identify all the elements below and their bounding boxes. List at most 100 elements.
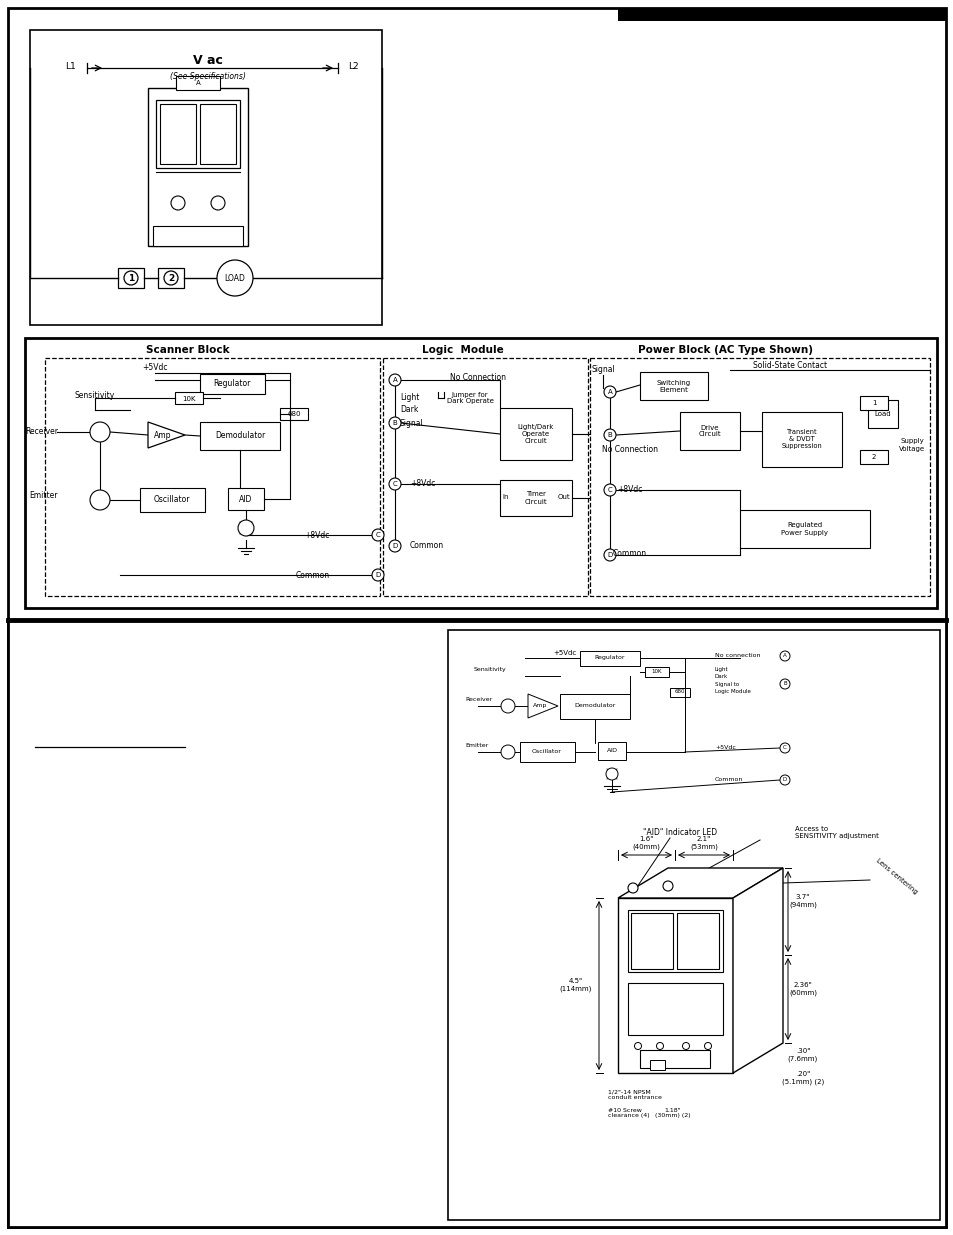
- Text: .30"
(7.6mm): .30" (7.6mm): [787, 1049, 818, 1062]
- Text: Receiver: Receiver: [464, 698, 492, 703]
- Text: Signal: Signal: [591, 366, 615, 374]
- Text: 10K: 10K: [182, 396, 195, 403]
- Circle shape: [603, 429, 616, 441]
- Circle shape: [90, 422, 110, 442]
- Circle shape: [603, 484, 616, 496]
- Circle shape: [780, 651, 789, 661]
- Text: "AID" Indicator LED: "AID" Indicator LED: [642, 829, 717, 837]
- Text: .20"
(5.1mm) (2): .20" (5.1mm) (2): [781, 1071, 823, 1084]
- Polygon shape: [732, 868, 782, 1073]
- Text: Out: Out: [557, 494, 569, 500]
- Circle shape: [780, 776, 789, 785]
- Circle shape: [603, 387, 616, 398]
- Text: Dark: Dark: [399, 405, 418, 415]
- Text: A: A: [195, 80, 200, 86]
- Text: In: In: [501, 494, 508, 500]
- Text: No Connection: No Connection: [601, 446, 658, 454]
- Text: D: D: [392, 543, 397, 550]
- Text: Signal: Signal: [399, 419, 423, 427]
- Circle shape: [662, 881, 672, 890]
- Text: +5Vdc: +5Vdc: [553, 650, 576, 656]
- Text: L2: L2: [348, 62, 358, 70]
- Text: Logic  Module: Logic Module: [421, 345, 503, 354]
- Text: 3.7"
(94mm): 3.7" (94mm): [788, 894, 816, 908]
- Text: 4.5"
(114mm): 4.5" (114mm): [559, 978, 592, 992]
- Bar: [519, 742, 575, 762]
- Circle shape: [500, 699, 515, 713]
- Text: +5Vdc: +5Vdc: [142, 363, 168, 373]
- Ellipse shape: [639, 994, 709, 1024]
- Bar: [140, 488, 205, 513]
- Circle shape: [171, 196, 185, 210]
- Bar: [639, 372, 707, 400]
- Text: Load: Load: [874, 411, 890, 417]
- Text: Common: Common: [295, 571, 330, 579]
- Bar: [627, 910, 722, 972]
- Text: A: A: [782, 653, 786, 658]
- Text: No connection: No connection: [714, 653, 760, 658]
- Text: Amp: Amp: [533, 704, 547, 709]
- Text: Solid-State Contact: Solid-State Contact: [752, 362, 826, 370]
- Polygon shape: [527, 694, 558, 718]
- Text: Oscillator: Oscillator: [532, 750, 561, 755]
- Circle shape: [389, 478, 400, 490]
- Bar: [761, 412, 841, 467]
- Bar: [118, 268, 144, 288]
- Text: 680: 680: [674, 689, 684, 694]
- Text: Lens centering: Lens centering: [874, 857, 918, 895]
- Bar: [630, 913, 672, 969]
- Text: Light: Light: [714, 667, 728, 673]
- Text: 2: 2: [168, 273, 174, 283]
- Bar: [618, 898, 732, 1073]
- Circle shape: [780, 743, 789, 753]
- Text: Scanner Block: Scanner Block: [146, 345, 230, 354]
- Text: Common: Common: [410, 541, 444, 551]
- Bar: [644, 667, 668, 677]
- Text: Amp: Amp: [154, 431, 172, 440]
- Bar: [148, 88, 248, 246]
- Text: D: D: [607, 552, 612, 558]
- Bar: [200, 104, 235, 164]
- Text: D: D: [375, 572, 380, 578]
- Text: Timer
Circuit: Timer Circuit: [524, 492, 547, 505]
- Bar: [228, 488, 264, 510]
- Bar: [669, 688, 689, 697]
- Bar: [152, 226, 243, 246]
- Bar: [649, 1060, 664, 1070]
- Text: 1: 1: [871, 400, 876, 406]
- Text: 1.6"
(40mm): 1.6" (40mm): [632, 836, 659, 850]
- Text: Demodulator: Demodulator: [214, 431, 265, 441]
- Bar: [45, 358, 379, 597]
- Text: Common: Common: [714, 778, 742, 783]
- Bar: [156, 100, 240, 168]
- Bar: [598, 742, 625, 760]
- Text: A: A: [393, 377, 397, 383]
- Bar: [639, 1050, 709, 1068]
- Bar: [579, 651, 639, 666]
- Text: L1: L1: [65, 62, 75, 70]
- Text: Light/Dark
Operate
Circuit: Light/Dark Operate Circuit: [517, 424, 554, 445]
- Text: No Connection: No Connection: [450, 373, 505, 383]
- Bar: [448, 630, 939, 1220]
- Text: 1/2"-14 NPSM
conduit entrance: 1/2"-14 NPSM conduit entrance: [607, 1089, 661, 1100]
- Text: Regulated
Power Supply: Regulated Power Supply: [781, 522, 827, 536]
- Text: 1.18"
(30mm) (2): 1.18" (30mm) (2): [655, 1108, 690, 1119]
- Text: 2: 2: [871, 454, 875, 459]
- Circle shape: [389, 540, 400, 552]
- Text: 1: 1: [128, 273, 134, 283]
- Circle shape: [500, 745, 515, 760]
- Bar: [740, 510, 869, 548]
- Text: Transient
& DVDT
Suppression: Transient & DVDT Suppression: [781, 429, 821, 450]
- Text: 2.1"
(53mm): 2.1" (53mm): [689, 836, 718, 850]
- Polygon shape: [148, 422, 185, 448]
- Bar: [200, 374, 265, 394]
- Circle shape: [237, 520, 253, 536]
- Text: AID: AID: [606, 748, 617, 753]
- Text: +5Vdc: +5Vdc: [714, 746, 735, 751]
- Text: C: C: [607, 487, 612, 493]
- Text: Oscillator: Oscillator: [153, 495, 190, 505]
- Bar: [382, 358, 587, 597]
- Text: +8Vdc: +8Vdc: [410, 479, 435, 489]
- Text: V ac: V ac: [193, 53, 222, 67]
- Text: Jumper for
Dark Operate: Jumper for Dark Operate: [446, 391, 493, 405]
